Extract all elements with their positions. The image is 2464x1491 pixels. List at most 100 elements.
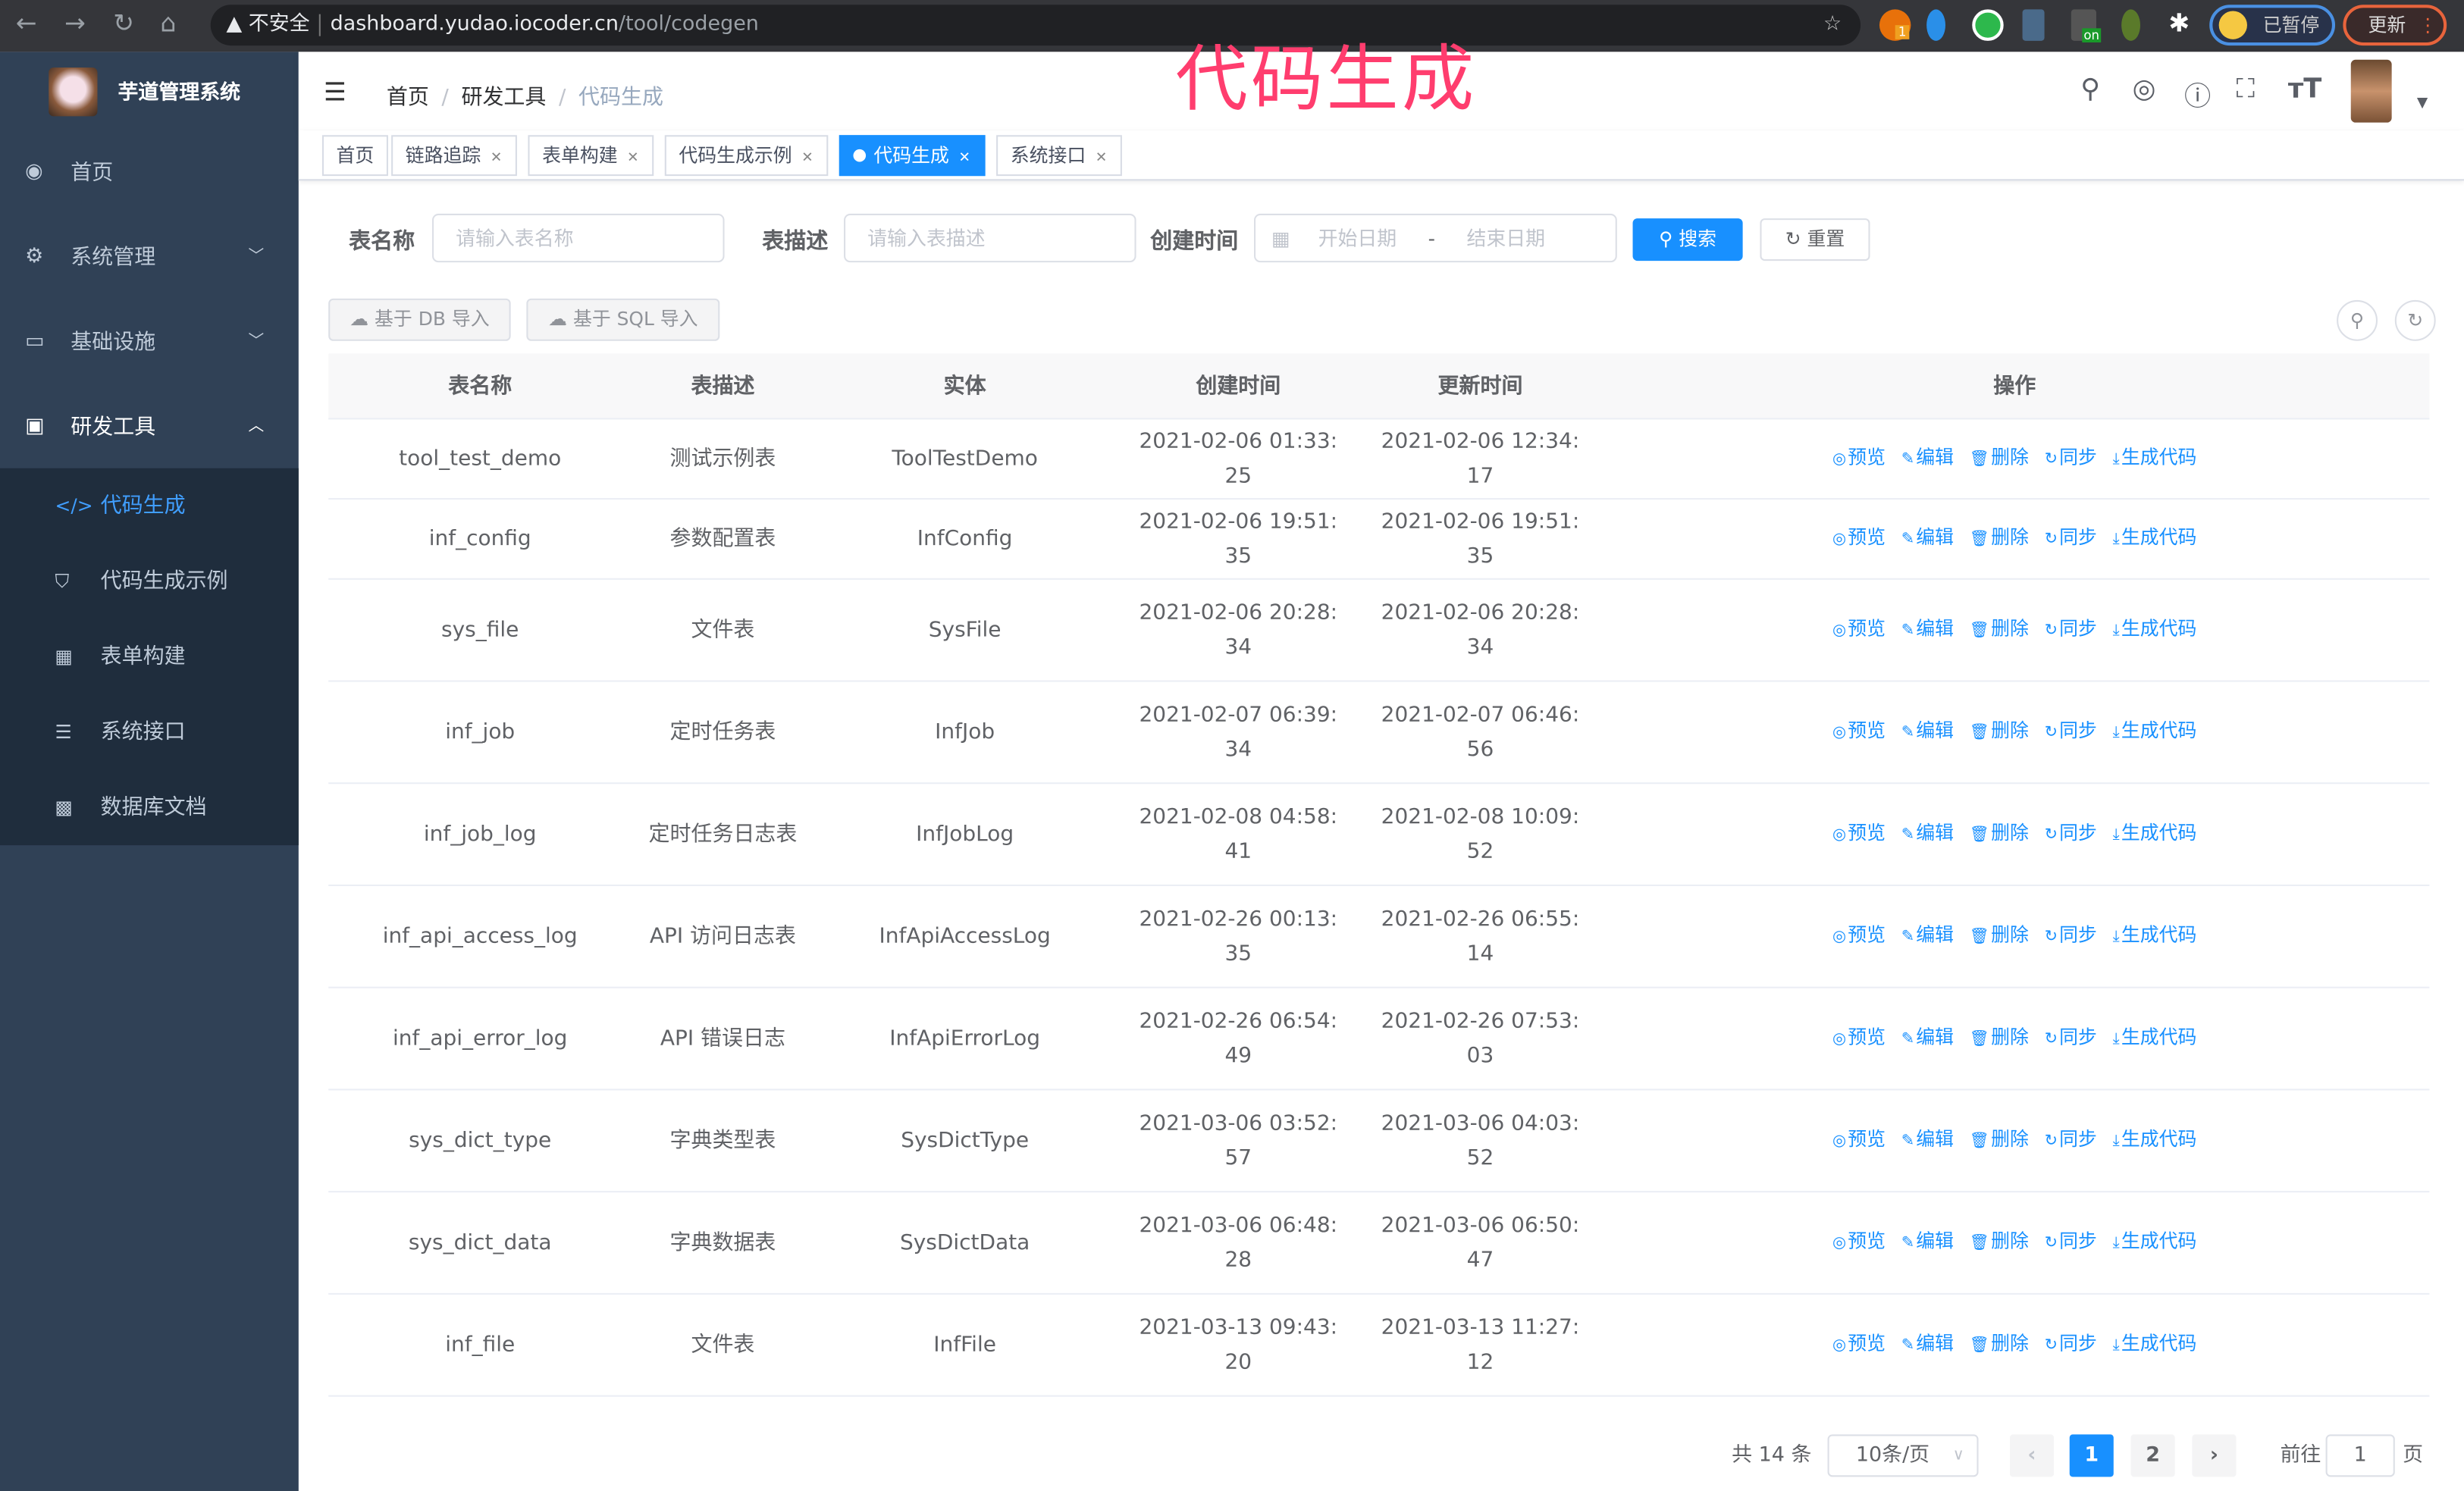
preview-button[interactable]: ◎ 预览 [1832,822,1886,844]
fullscreen-icon[interactable]: ⛶ [2236,74,2256,105]
delete-button[interactable]: 🗑 删除 [1970,1026,2029,1048]
toggle-search-button[interactable]: ⚲ [2337,299,2378,341]
sidebar-item-devtools[interactable]: ▣ 研发工具 ︿ [0,385,299,470]
delete-button[interactable]: 🗑 删除 [1970,618,2029,640]
sidebar-item-db-doc[interactable]: ▩ 数据库文档 [0,770,299,845]
caret-down-icon[interactable]: ▼ [2416,96,2428,112]
tag-form-build[interactable]: 表单构建 ✕ [528,135,654,177]
sidebar-item-infra[interactable]: ▭ 基础设施 ﹀ [0,300,299,385]
sidebar-item-system[interactable]: ⚙ 系统管理 ﹀ [0,215,299,300]
generate-code-button[interactable]: ⤓ 生成代码 [2113,618,2197,640]
sync-button[interactable]: ↻ 同步 [2045,446,2097,468]
delete-button[interactable]: 🗑 删除 [1970,1333,2029,1355]
sync-button[interactable]: ↻ 同步 [2045,1026,2097,1048]
search-icon[interactable]: ⚲ [2080,74,2101,105]
extension-icon[interactable] [1972,9,2004,41]
close-icon[interactable]: ✕ [627,150,639,167]
breadcrumb-item[interactable]: 首页 [386,84,429,111]
bookmark-star-icon[interactable]: ☆ [1823,12,1842,36]
close-icon[interactable]: ✕ [490,150,503,167]
profile-paused-button[interactable]: 已暂停 [2209,5,2336,46]
import-db-button[interactable]: ☁ 基于 DB 导入 [328,298,511,341]
generate-code-button[interactable]: ⤓ 生成代码 [2113,1026,2197,1048]
search-button[interactable]: ⚲ 搜索 [1632,218,1743,262]
help-icon[interactable]: ⓘ [2184,81,2212,114]
update-button[interactable]: 更新 ⋮ [2343,5,2447,46]
address-bar[interactable]: ▲ 不安全 dashboard.yudao.iocoder.cn/tool/cod… [210,5,1861,46]
sync-button[interactable]: ↻ 同步 [2045,1128,2097,1150]
generate-code-button[interactable]: ⤓ 生成代码 [2113,719,2197,741]
generate-code-button[interactable]: ⤓ 生成代码 [2113,1230,2197,1252]
edit-button[interactable]: ✎ 编辑 [1901,618,1954,640]
refresh-button[interactable]: ↻ [2394,299,2436,341]
edit-button[interactable]: ✎ 编辑 [1901,526,1954,548]
prev-page-button[interactable]: ‹ [2009,1434,2055,1477]
reset-button[interactable]: ↻ 重置 [1760,218,1870,262]
preview-button[interactable]: ◎ 预览 [1832,1026,1886,1048]
sidebar-item-codegen-demo[interactable]: ⛉ 代码生成示例 [0,543,299,619]
preview-button[interactable]: ◎ 预览 [1832,446,1886,468]
reload-icon[interactable]: ↻ [113,8,135,38]
page-2-button[interactable]: 2 [2130,1434,2175,1477]
edit-button[interactable]: ✎ 编辑 [1901,1230,1954,1252]
edit-button[interactable]: ✎ 编辑 [1901,446,1954,468]
sidebar-item-home[interactable]: ◉ 首页 [0,130,299,215]
close-icon[interactable]: ✕ [1095,150,1108,167]
extension-icon[interactable] [2022,9,2045,41]
edit-button[interactable]: ✎ 编辑 [1901,719,1954,741]
sync-button[interactable]: ↻ 同步 [2045,924,2097,946]
delete-button[interactable]: 🗑 删除 [1970,719,2029,741]
delete-button[interactable]: 🗑 删除 [1970,446,2029,468]
start-date-input[interactable]: 开始日期 [1318,226,1397,250]
back-icon[interactable]: ← [15,8,37,38]
generate-code-button[interactable]: ⤓ 生成代码 [2113,446,2197,468]
forward-icon[interactable]: → [64,8,86,38]
end-date-input[interactable]: 结束日期 [1466,226,1546,250]
avatar[interactable] [2350,59,2392,123]
hamburger-icon[interactable]: ☰ [323,77,346,107]
generate-code-button[interactable]: ⤓ 生成代码 [2113,822,2197,844]
preview-button[interactable]: ◎ 预览 [1832,526,1886,548]
generate-code-button[interactable]: ⤓ 生成代码 [2113,924,2197,946]
delete-button[interactable]: 🗑 删除 [1970,924,2029,946]
preview-button[interactable]: ◎ 预览 [1832,1333,1886,1355]
home-icon[interactable]: ⌂ [160,8,177,38]
table-name-input[interactable]: 请输入表名称 [431,213,725,263]
sync-button[interactable]: ↻ 同步 [2045,1333,2097,1355]
delete-button[interactable]: 🗑 删除 [1970,1230,2029,1252]
generate-code-button[interactable]: ⤓ 生成代码 [2113,1333,2197,1355]
preview-button[interactable]: ◎ 预览 [1832,924,1886,946]
github-icon[interactable]: ◎ [2132,74,2156,105]
delete-button[interactable]: 🗑 删除 [1970,526,2029,548]
page-size-select[interactable]: 10条/页 ∨ [1827,1434,1979,1477]
next-page-button[interactable]: › [2192,1434,2237,1477]
edit-button[interactable]: ✎ 编辑 [1901,924,1954,946]
table-desc-input[interactable]: 请输入表描述 [844,213,1136,263]
sync-button[interactable]: ↻ 同步 [2045,1230,2097,1252]
sidebar-item-swagger[interactable]: ☰ 系统接口 [0,694,299,769]
date-range-picker[interactable]: ▦ 开始日期 - 结束日期 [1254,213,1617,263]
generate-code-button[interactable]: ⤓ 生成代码 [2113,526,2197,548]
extension-icon[interactable] [1926,9,1946,41]
sync-button[interactable]: ↻ 同步 [2045,719,2097,741]
preview-button[interactable]: ◎ 预览 [1832,719,1886,741]
sidebar-item-form-build[interactable]: ▦ 表单构建 [0,619,299,694]
sync-button[interactable]: ↻ 同步 [2045,526,2097,548]
delete-button[interactable]: 🗑 删除 [1970,1128,2029,1150]
sync-button[interactable]: ↻ 同步 [2045,822,2097,844]
edit-button[interactable]: ✎ 编辑 [1901,1026,1954,1048]
tag-trace[interactable]: 链路追踪 ✕ [391,135,517,177]
preview-button[interactable]: ◎ 预览 [1832,618,1886,640]
close-icon[interactable]: ✕ [958,150,971,167]
preview-button[interactable]: ◎ 预览 [1832,1128,1886,1150]
tag-home[interactable]: 首页 [321,135,388,177]
sidebar-item-codegen[interactable]: </> 代码生成 [0,468,299,543]
import-sql-button[interactable]: ☁ 基于 SQL 导入 [526,298,720,341]
generate-code-button[interactable]: ⤓ 生成代码 [2113,1128,2197,1150]
puzzle-icon[interactable]: ✱ [2168,8,2190,38]
goto-page-input[interactable]: 1 [2325,1434,2395,1477]
close-icon[interactable]: ✕ [801,150,813,167]
edit-button[interactable]: ✎ 编辑 [1901,822,1954,844]
sync-button[interactable]: ↻ 同步 [2045,618,2097,640]
delete-button[interactable]: 🗑 删除 [1970,822,2029,844]
